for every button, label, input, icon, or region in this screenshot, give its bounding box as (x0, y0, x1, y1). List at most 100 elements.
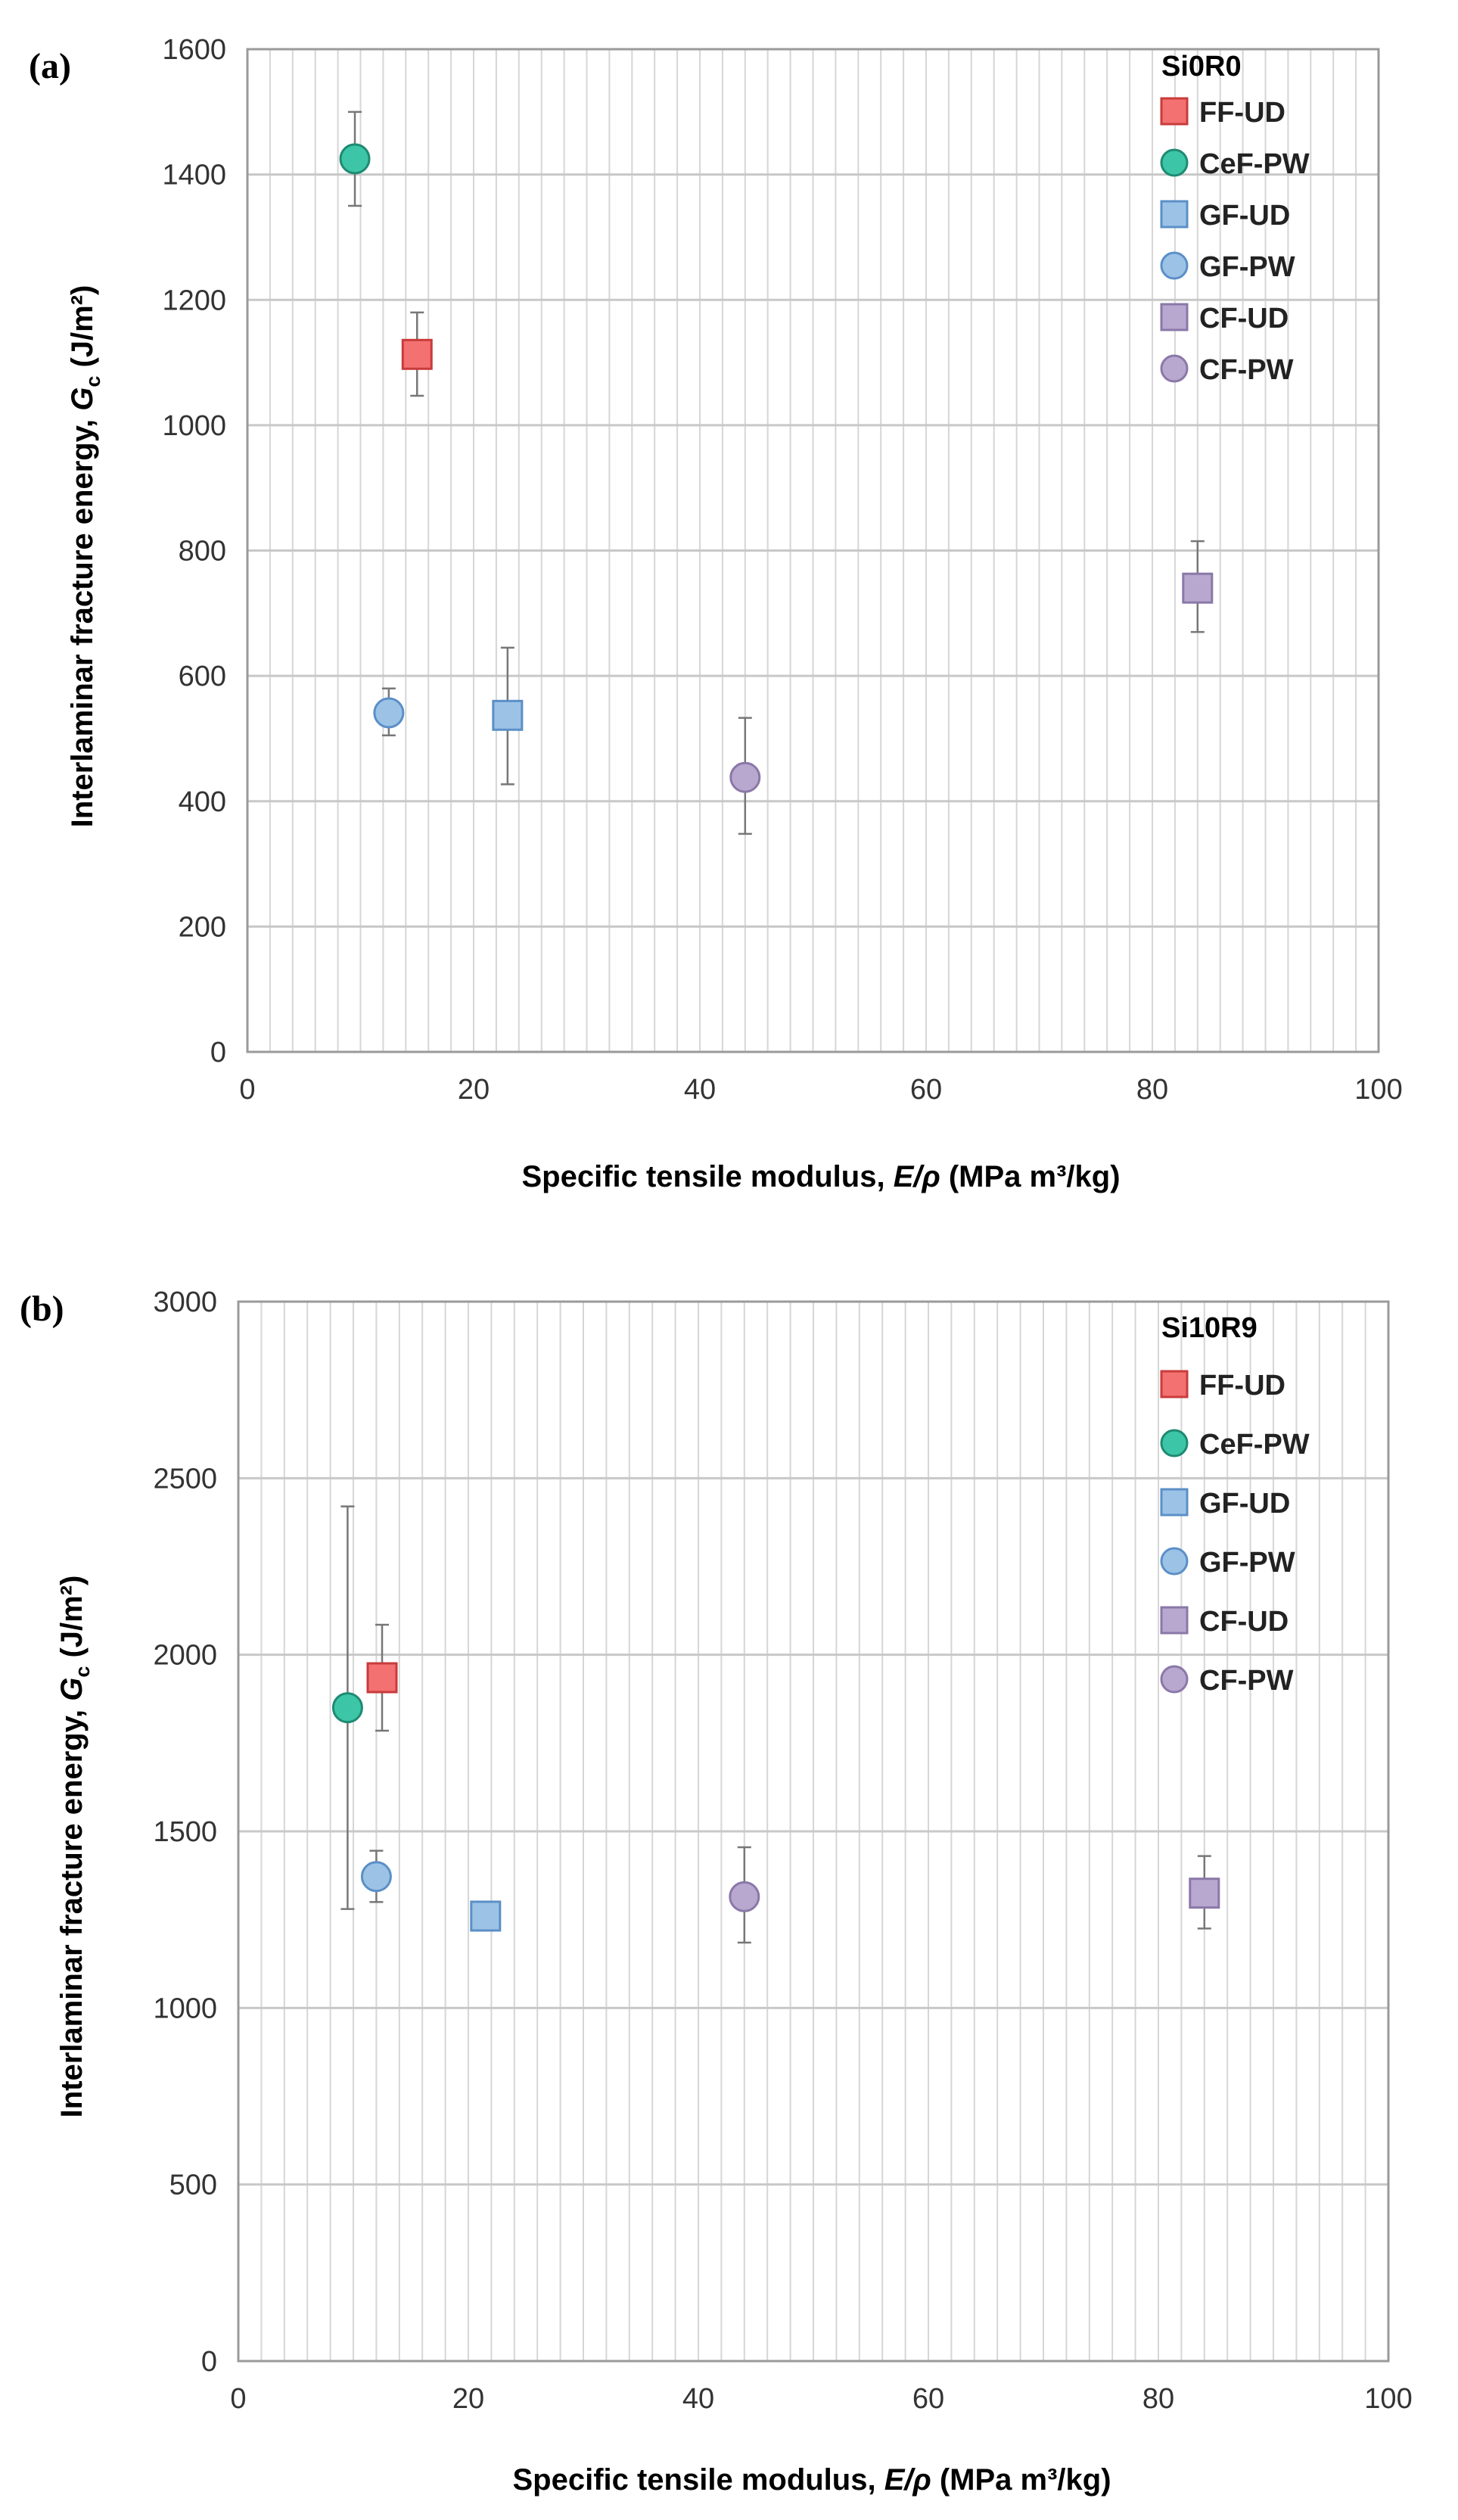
legend-marker-circle (1160, 148, 1189, 177)
x-axis-label-a: Specific tensile modulus, E/ρ (MPa m³/kg… (521, 1160, 1120, 1193)
legend-marker-circle (1160, 1547, 1189, 1576)
legend-label: GF-UD (1199, 1488, 1290, 1520)
legend-marker-square (1160, 1370, 1189, 1398)
legend-item-cf-pw: CF-PW (1160, 354, 1294, 386)
y-axis-label-prefix-a: Interlaminar fracture energy, (66, 411, 99, 828)
data-point-cf-pw (729, 1846, 760, 1944)
axes-b (237, 1300, 1390, 2363)
legend-b: Si10R9 FF-UD CeF-PW GF-UD GF-PW CF-UD CF-PW (1160, 1312, 1310, 1697)
marker-square (366, 1662, 398, 1694)
legend-item-gf-ud: GF-UD (1160, 1488, 1290, 1520)
marker-square (1189, 1878, 1220, 1909)
legend-marker-square (1160, 1488, 1189, 1517)
plot-frame (237, 1300, 1390, 2363)
y-axis-label-subscript-a: c (82, 376, 104, 387)
data-point-cef-pw (339, 110, 371, 207)
x-axis-label-suffix-a: (MPa m³/kg) (940, 1160, 1121, 1193)
y-tick-label: 400 (179, 786, 226, 818)
marker-circle (729, 761, 761, 793)
legend-marker-square (1160, 303, 1189, 331)
axes-a (246, 48, 1380, 1053)
legend-label: CeF-PW (1199, 1429, 1310, 1461)
legend-title-b: Si10R9 (1161, 1312, 1257, 1344)
y-axis-label-a: Interlaminar fracture energy, Gc (J/m²) (66, 285, 104, 828)
legend-label: CeF-PW (1199, 148, 1310, 180)
data-point-gf-ud (470, 1900, 502, 1932)
y-tick-label: 1500 (153, 1816, 217, 1848)
x-tick-labels-a: 0 20 40 60 80 100 (239, 1074, 1402, 1106)
chart-panel-b: (b) 0 20 40 60 80 100 0 500 1000 1500 2000 2500 300… (20, 1286, 1413, 2497)
marker-square (401, 338, 433, 370)
y-tick-labels-b: 0 500 1000 1500 2000 2500 3000 (153, 1286, 217, 2378)
marker-circle (331, 1692, 363, 1724)
marker-circle (339, 143, 371, 175)
marker-circle (373, 697, 405, 729)
data-point-gf-pw (360, 1850, 392, 1903)
y-tick-label: 600 (179, 661, 226, 692)
data-point-cf-ud (1189, 1855, 1220, 1930)
x-tick-label: 0 (230, 2383, 246, 2415)
legend-marker-circle (1160, 1429, 1189, 1458)
panel-label-a: (a) (29, 46, 71, 86)
legend-marker-circle (1160, 1665, 1189, 1694)
panel-label-b: (b) (20, 1289, 64, 1329)
legend-item-cf-ud: CF-UD (1160, 1606, 1289, 1638)
y-axis-label-suffix-b: (J/m²) (55, 1576, 89, 1666)
legend-item-gf-ud: GF-UD (1160, 200, 1290, 232)
y-tick-label: 0 (201, 2346, 217, 2378)
x-tick-label: 60 (910, 1074, 942, 1106)
data-point-gf-ud (492, 646, 524, 786)
marker-square (1182, 572, 1214, 604)
x-tick-label: 60 (912, 2383, 944, 2415)
legend-label: CF-PW (1199, 1665, 1294, 1697)
data-point-gf-pw (373, 687, 405, 737)
x-tick-label: 40 (682, 2383, 714, 2415)
x-tick-label: 100 (1364, 2383, 1412, 2415)
marker-square (470, 1900, 502, 1932)
y-axis-label-suffix-a: (J/m²) (66, 285, 99, 376)
y-axis-label-symbol-b: G (55, 1678, 89, 1701)
legend-item-cf-pw: CF-PW (1160, 1665, 1294, 1697)
marker-square (492, 699, 524, 731)
legend-label: CF-UD (1199, 1606, 1289, 1638)
marker-circle (729, 1881, 760, 1912)
legend-marker-square (1160, 200, 1189, 229)
legend-label: FF-UD (1199, 97, 1285, 129)
y-tick-label: 800 (179, 536, 226, 568)
legend-title-a: Si0R0 (1161, 51, 1242, 82)
x-tick-label: 80 (1136, 1074, 1168, 1106)
legend-item-gf-pw: GF-PW (1160, 251, 1295, 283)
y-tick-label: 0 (210, 1037, 226, 1069)
legend-label: CF-PW (1199, 354, 1294, 386)
x-axis-label-b: Specific tensile modulus, E/ρ (MPa m³/kg… (512, 2463, 1111, 2497)
legend-item-ff-ud: FF-UD (1160, 97, 1285, 129)
data-point-cef-pw (331, 1505, 363, 1910)
x-tick-label: 40 (684, 1074, 716, 1106)
y-tick-label: 200 (179, 911, 226, 943)
y-tick-label: 3000 (153, 1286, 217, 1318)
data-points-a (339, 110, 1214, 835)
legend-item-cf-ud: CF-UD (1160, 303, 1289, 334)
data-points-b (331, 1505, 1220, 1944)
x-axis-label-symbol-b: E/ρ (884, 2463, 931, 2497)
y-axis-label-symbol-a: G (66, 387, 99, 411)
legend-marker-square (1160, 1606, 1189, 1635)
legend-item-cef-pw: CeF-PW (1160, 1429, 1310, 1461)
legend-label: GF-UD (1199, 200, 1290, 232)
legend-item-cef-pw: CeF-PW (1160, 148, 1310, 180)
y-axis-label-subscript-b: c (71, 1666, 94, 1678)
legend-items-a: FF-UD CeF-PW GF-UD GF-PW CF-UD CF-PW (1160, 97, 1310, 386)
y-tick-label: 500 (169, 2170, 217, 2201)
legend-label: GF-PW (1199, 251, 1295, 283)
y-tick-label: 1400 (162, 160, 226, 191)
legend-label: FF-UD (1199, 1370, 1285, 1402)
y-tick-label: 2500 (153, 1463, 217, 1495)
x-tick-labels-b: 0 20 40 60 80 100 (230, 2383, 1412, 2415)
y-tick-label: 2000 (153, 1640, 217, 1672)
legend-marker-circle (1160, 251, 1189, 280)
y-tick-label: 1000 (162, 410, 226, 442)
legend-label: CF-UD (1199, 303, 1289, 334)
legend-item-ff-ud: FF-UD (1160, 1370, 1285, 1402)
legend-label: GF-PW (1199, 1547, 1295, 1579)
